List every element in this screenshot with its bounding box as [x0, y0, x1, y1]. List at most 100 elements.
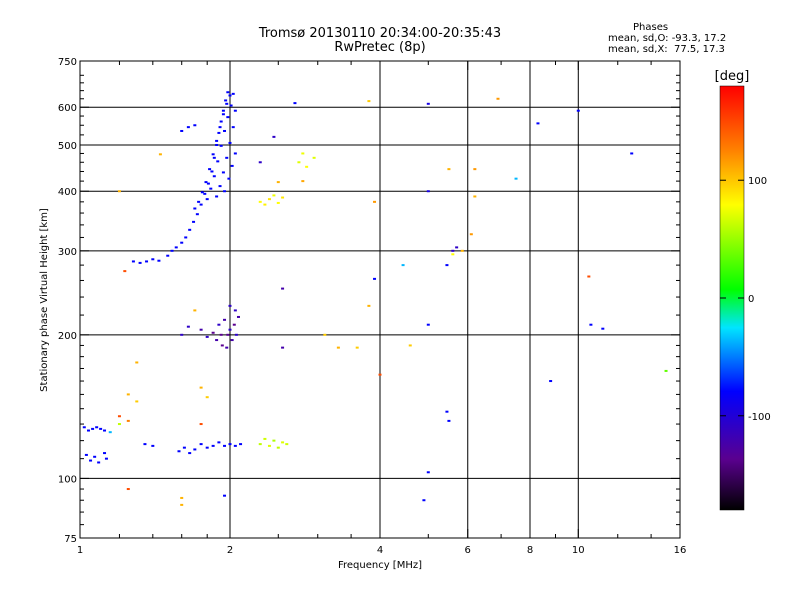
data-point: [117, 423, 121, 426]
data-point: [221, 171, 225, 174]
data-point: [422, 499, 426, 502]
data-point: [138, 261, 142, 264]
data-point: [89, 459, 93, 462]
data-point: [301, 152, 305, 155]
data-point: [193, 124, 197, 127]
data-point: [219, 120, 223, 123]
data-point: [267, 444, 271, 447]
data-point: [145, 260, 149, 263]
x-tick-label: 10: [572, 545, 585, 556]
data-point: [188, 452, 192, 455]
data-point: [228, 328, 232, 331]
data-point: [180, 129, 184, 132]
data-point: [204, 181, 208, 184]
data-point: [272, 135, 276, 138]
data-point: [221, 109, 225, 112]
data-point: [451, 249, 455, 252]
y-tick-label: 75: [64, 534, 77, 545]
data-point: [451, 253, 455, 256]
data-point: [281, 441, 285, 444]
x-tick-label: 1: [77, 545, 83, 556]
data-point: [209, 187, 213, 190]
data-point: [220, 344, 224, 347]
data-point: [225, 346, 229, 349]
colorbar-label: [deg]: [715, 69, 750, 84]
data-point: [227, 177, 231, 180]
data-point: [228, 94, 232, 97]
data-point: [131, 260, 135, 263]
data-point: [455, 246, 459, 249]
data-point: [447, 168, 451, 171]
data-point: [208, 168, 212, 171]
data-point: [186, 126, 190, 129]
data-point: [211, 153, 215, 156]
data-point: [180, 503, 184, 506]
data-point: [285, 443, 289, 446]
data-point: [117, 415, 121, 418]
data-point: [263, 203, 267, 206]
data-point: [460, 249, 464, 252]
data-point: [233, 109, 237, 112]
x-tick-label: 8: [527, 545, 533, 556]
chart-subtitle: RwPretec (8p): [334, 40, 426, 55]
x-tick-label: 4: [377, 545, 383, 556]
data-point: [195, 213, 199, 216]
data-point: [199, 443, 203, 446]
data-point: [223, 190, 227, 193]
colorbar-tick-label: 0: [748, 294, 754, 305]
data-point: [174, 246, 178, 249]
data-point: [215, 143, 219, 146]
data-point: [305, 165, 309, 168]
y-tick-label: 200: [58, 331, 77, 342]
data-point: [373, 277, 377, 280]
data-point: [223, 318, 227, 321]
data-point: [234, 333, 238, 336]
data-point: [91, 427, 95, 430]
data-point: [378, 373, 382, 376]
data-point: [86, 429, 90, 432]
data-point: [199, 423, 203, 426]
data-point: [206, 182, 210, 185]
data-point: [210, 170, 214, 173]
data-point: [664, 369, 668, 372]
data-point: [447, 419, 451, 422]
data-point: [143, 443, 147, 446]
data-point: [281, 287, 285, 290]
data-point: [272, 439, 276, 442]
data-point: [496, 97, 500, 100]
phases-o-stats: mean, sd,O: -93.3, 17.2: [608, 33, 727, 44]
data-point: [184, 236, 188, 239]
data-point: [473, 168, 477, 171]
data-point: [126, 419, 130, 422]
data-point: [205, 446, 209, 449]
data-point: [193, 309, 197, 312]
data-point: [426, 471, 430, 474]
data-point: [281, 196, 285, 199]
data-point: [103, 452, 107, 455]
data-point: [373, 200, 377, 203]
data-point: [601, 327, 605, 330]
data-point: [135, 400, 139, 403]
data-point: [151, 444, 155, 447]
data-point: [103, 429, 107, 432]
data-point: [192, 220, 196, 223]
data-point: [205, 396, 209, 399]
data-point: [225, 156, 229, 159]
data-point: [228, 141, 232, 144]
data-point: [630, 152, 634, 155]
data-point: [211, 444, 215, 447]
data-point: [258, 443, 262, 446]
data-point: [180, 241, 184, 244]
data-point: [211, 331, 215, 334]
data-point: [263, 437, 267, 440]
data-point: [276, 446, 280, 449]
data-point: [239, 443, 243, 446]
data-point: [186, 325, 190, 328]
data-point: [84, 453, 88, 456]
data-point: [233, 152, 237, 155]
data-point: [301, 180, 305, 183]
y-tick-label: 750: [58, 57, 77, 68]
data-point: [166, 254, 170, 257]
data-point: [99, 427, 103, 430]
